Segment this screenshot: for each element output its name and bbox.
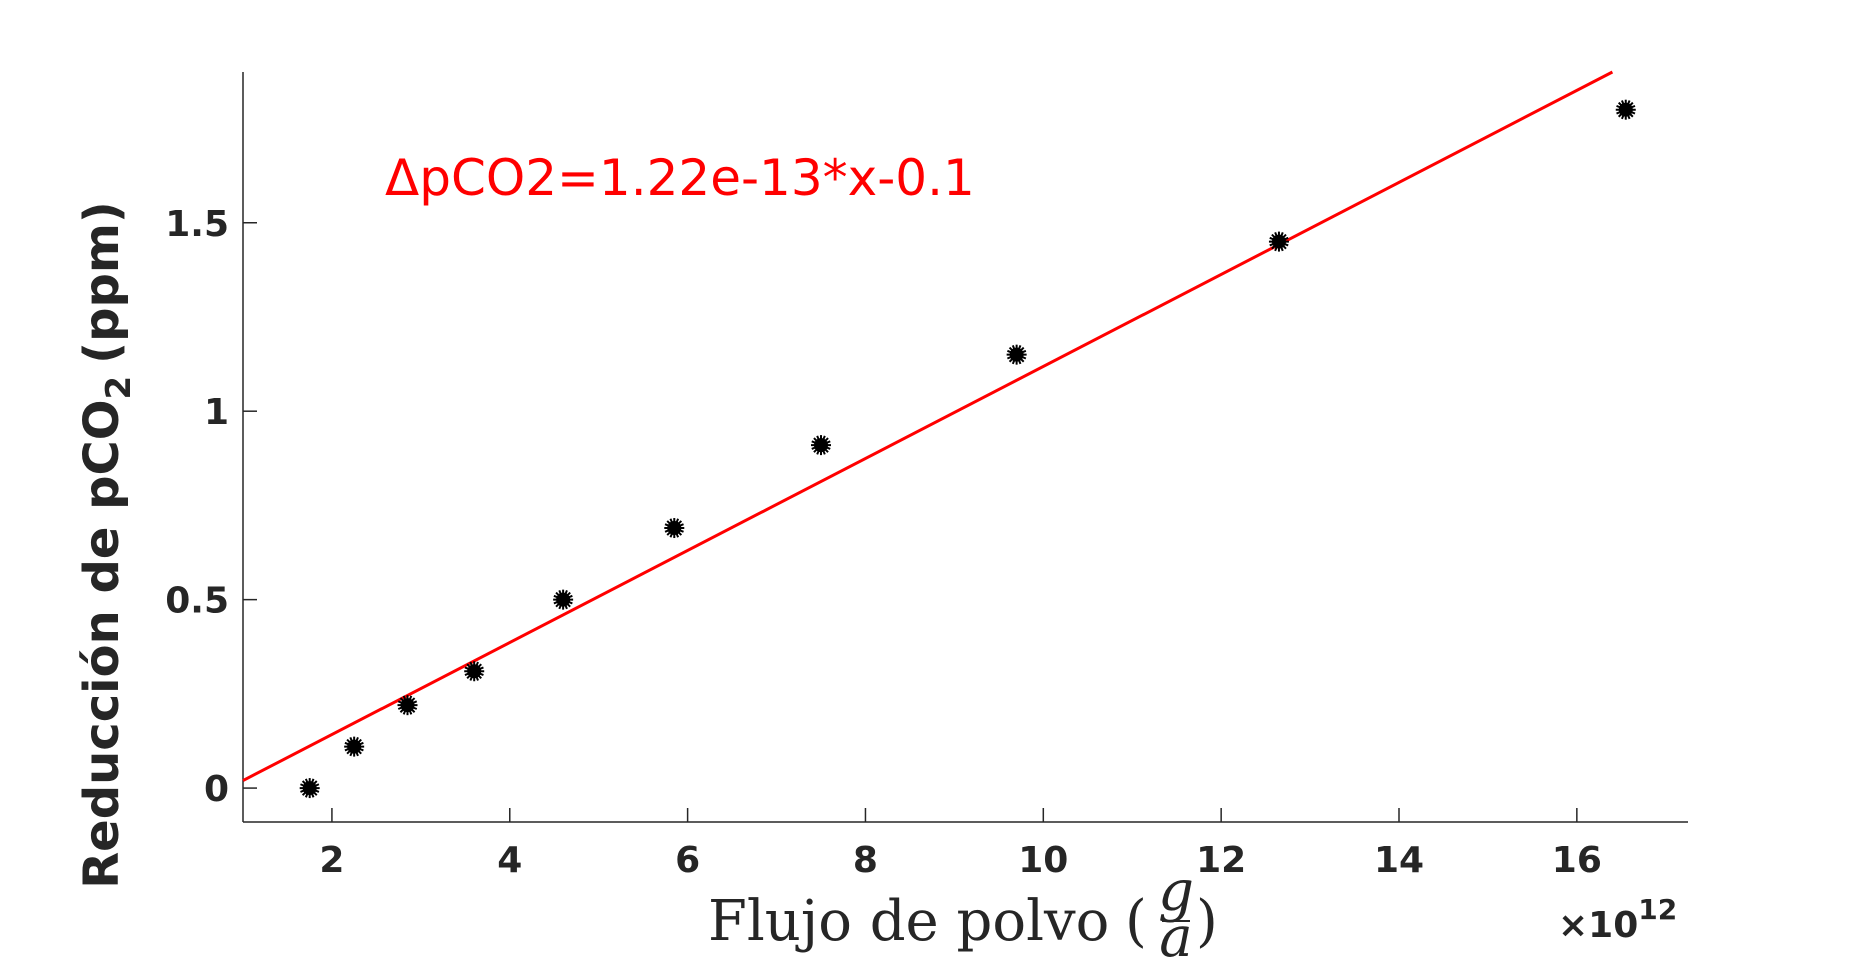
y-tick-label: 0 [204, 769, 229, 810]
data-point [664, 518, 685, 539]
data-point [1615, 99, 1636, 120]
data-point [344, 736, 365, 757]
x-axis-label-fraction-numerator: g [1158, 859, 1194, 924]
data-point [553, 589, 574, 610]
x-axis-exponent-power: 12 [1638, 893, 1677, 926]
x-tick-label: 16 [1552, 840, 1602, 881]
data-point [299, 778, 320, 799]
x-tick-label: 4 [497, 840, 522, 881]
x-tick-label: 2 [319, 840, 344, 881]
data-point [397, 695, 418, 716]
axes [242, 72, 1688, 823]
data-point [464, 661, 485, 682]
data-points [299, 99, 1636, 799]
x-ticks: 2 4 6 8 10 12 14 16 [319, 808, 1602, 881]
x-tick-label: 10 [1018, 840, 1068, 881]
x-axis-label-open-paren: ( [1125, 889, 1147, 954]
y-axis-label-main: Reducción de pCO [74, 400, 130, 889]
y-ticks: 0 0.5 1 1.5 [165, 204, 257, 810]
y-axis-label-unit: (ppm) [74, 201, 130, 364]
x-axis-exponent-base: ×10 [1558, 905, 1638, 946]
y-axis-label: Reducción de pCO2 (ppm) [74, 201, 139, 889]
fit-annotation: ΔpCO2=1.22e-13*x-0.1 [385, 149, 975, 207]
x-axis-exponent: ×1012 [1558, 893, 1677, 946]
y-tick-label: 0.5 [165, 581, 229, 622]
data-point [811, 435, 831, 456]
y-tick-label: 1.5 [165, 204, 229, 245]
x-axis-label-fraction-denominator: a [1159, 905, 1192, 958]
y-axis-label-subscript: 2 [99, 376, 139, 400]
x-tick-label: 12 [1196, 840, 1246, 881]
x-tick-label: 14 [1374, 840, 1424, 881]
x-tick-label: 8 [853, 840, 878, 881]
x-axis-label-close-paren: ) [1196, 889, 1218, 954]
data-point [1006, 344, 1027, 365]
x-axis-label: Flujo de polvo ( g a ) [708, 859, 1218, 958]
x-axis-label-main: Flujo de polvo [708, 889, 1109, 954]
y-tick-label: 1 [204, 392, 229, 433]
x-tick-label: 6 [675, 840, 700, 881]
data-point [1268, 231, 1289, 252]
